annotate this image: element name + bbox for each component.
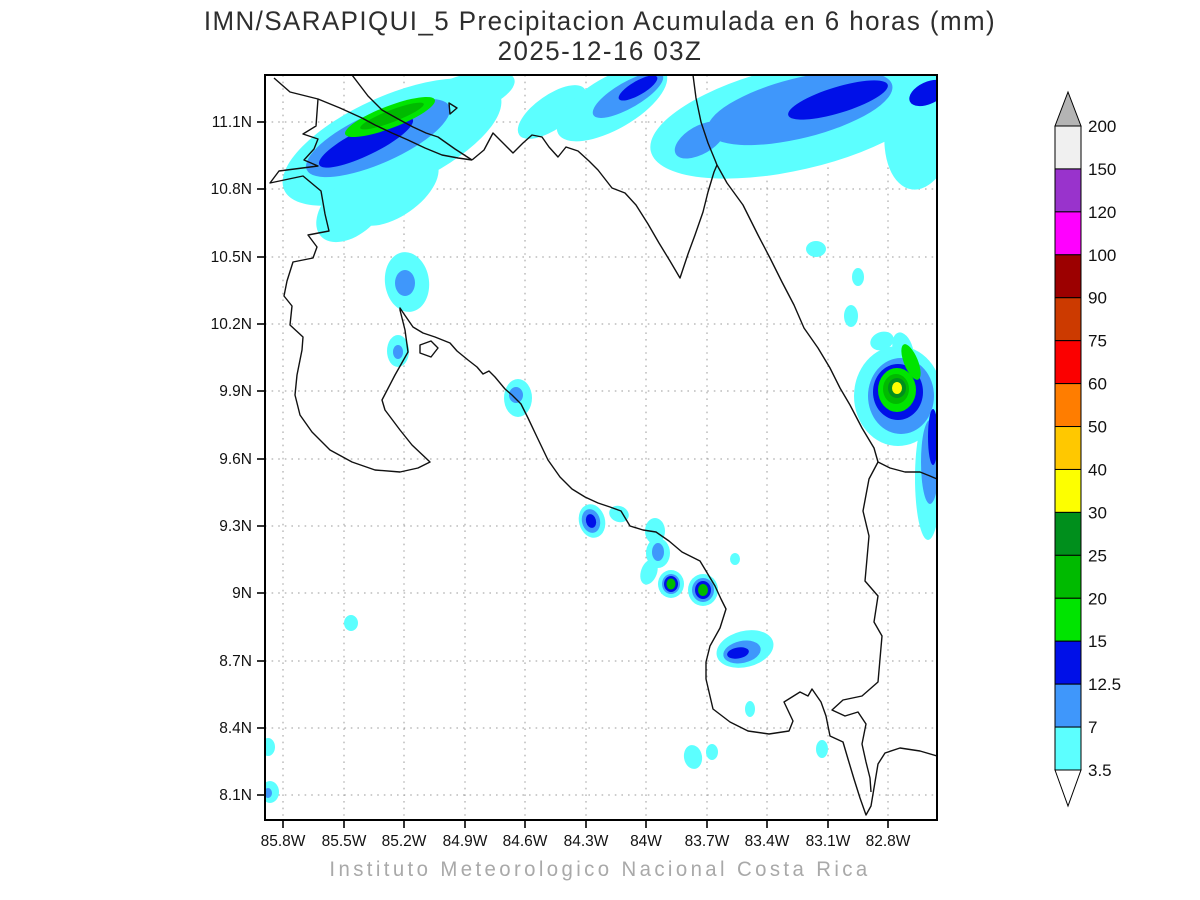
colorbar-label: 200	[1088, 117, 1116, 136]
x-tick-label: 83.7W	[685, 833, 730, 850]
plot-subtitle-datetime: 2025-12-16 03Z	[497, 36, 703, 66]
colorbar-label: 90	[1088, 289, 1107, 308]
colorbar-label: 75	[1088, 332, 1107, 351]
y-tick-label: 8.1N	[219, 787, 252, 804]
colorbar-cell	[1054, 726, 1082, 771]
colorbar-cell	[1054, 254, 1082, 299]
colorbar-label: 12.5	[1088, 675, 1121, 694]
colorbar-cell	[1054, 640, 1082, 685]
y-tick-label: 11.1N	[212, 114, 252, 131]
coastline	[269, 75, 937, 816]
colorbar-label: 150	[1088, 160, 1116, 179]
colorbar-legend: 200 150 120 100 90 75 60 50 40 30 25 20 15 12.5 7 3.5	[1054, 90, 1121, 808]
colorbar-cell	[1054, 683, 1082, 728]
y-tick-label: 9.3N	[219, 518, 252, 535]
colorbar-label: 25	[1088, 546, 1107, 565]
x-tick-label: 83.4W	[745, 833, 790, 850]
colorbar-cell	[1054, 383, 1082, 428]
colorbar-label: 30	[1088, 503, 1107, 522]
gridlines	[265, 75, 937, 820]
colorbar-label: 120	[1088, 203, 1116, 222]
y-tick-label: 10.2N	[211, 316, 252, 333]
x-tick-label: 85.8W	[261, 833, 306, 850]
colorbar-cell	[1054, 468, 1082, 513]
colorbar-label: 3.5	[1088, 761, 1112, 780]
colorbar-cell	[1054, 511, 1082, 556]
colorbar-cell	[1054, 426, 1082, 470]
y-tick-label: 9N	[232, 585, 252, 602]
precip-contours	[265, 75, 937, 803]
footer-attribution: Instituto Meteorologico Nacional Costa R…	[329, 858, 871, 881]
x-tick-label: 84.3W	[564, 833, 609, 850]
plot-title: IMN/SARAPIQUI_5 Precipitacion Acumulada …	[203, 6, 997, 36]
map-frame	[264, 74, 938, 821]
y-tick-label: 9.9N	[219, 383, 252, 400]
colorbar-cell	[1054, 125, 1082, 170]
y-tick-label: 10.8N	[211, 181, 252, 198]
colorbar-label: 15	[1088, 632, 1107, 651]
x-tick-label: 83.1W	[806, 833, 851, 850]
x-tick-label: 85.2W	[382, 833, 427, 850]
colorbar-label: 7	[1088, 718, 1097, 737]
x-tick-label: 84.6W	[503, 833, 548, 850]
colorbar-label: 40	[1088, 460, 1107, 479]
x-tick-label: 84W	[630, 833, 662, 850]
colorbar-under-arrow	[1054, 769, 1082, 808]
colorbar-cell	[1054, 597, 1082, 642]
y-tick-label: 8.4N	[219, 720, 252, 737]
colorbar-label: 50	[1088, 418, 1107, 437]
axes	[257, 121, 889, 828]
colorbar-label: 20	[1088, 589, 1107, 608]
colorbar-cell	[1054, 297, 1082, 342]
y-tick-label: 9.6N	[219, 451, 252, 468]
colorbar-cell	[1054, 211, 1082, 256]
x-tick-label: 82.8W	[866, 833, 911, 850]
colorbar-label: 60	[1088, 375, 1107, 394]
colorbar-label: 100	[1088, 246, 1116, 265]
x-tick-label: 84.9W	[443, 833, 488, 850]
colorbar-cell	[1054, 340, 1082, 385]
y-tick-label: 8.7N	[219, 653, 252, 670]
colorbar-cell	[1054, 168, 1082, 213]
x-tick-label: 85.5W	[322, 833, 367, 850]
colorbar-cell	[1054, 554, 1082, 599]
colorbar-over-arrow	[1054, 90, 1082, 127]
y-tick-label: 10.5N	[211, 249, 252, 266]
